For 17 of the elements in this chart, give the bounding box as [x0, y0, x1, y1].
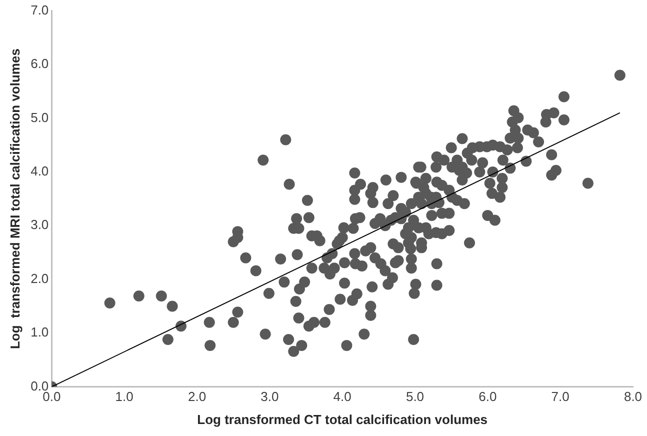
y-tick-label: 6.0	[30, 56, 49, 72]
y-tick-label: 2.0	[30, 270, 49, 286]
x-tick-label: 7.0	[551, 389, 570, 404]
x-tick-label: 4.0	[333, 389, 352, 404]
x-tick-label: 3.0	[260, 389, 279, 404]
x-tick-label: 5.0	[406, 389, 424, 404]
x-tick-label: 6.0	[478, 389, 497, 404]
y-tick-label: 1.0	[30, 324, 49, 340]
x-tick-label: 1.0	[115, 389, 134, 404]
y-tick-label: 4.0	[30, 164, 49, 179]
y-axis-title: Log transformed MRI total calcification volumes	[7, 48, 22, 350]
y-tick-label: 3.0	[30, 217, 49, 232]
x-tick-label: 8.0	[624, 389, 642, 404]
y-tick-label: 7.0	[30, 2, 49, 18]
x-axis-title: Log transformed CT total calcification volumes	[197, 412, 488, 427]
y-tick-label: 5.0	[30, 110, 49, 125]
x-tick-label: 2.0	[188, 389, 206, 404]
